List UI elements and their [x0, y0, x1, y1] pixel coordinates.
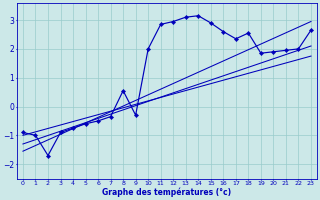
X-axis label: Graphe des températures (°c): Graphe des températures (°c): [102, 188, 231, 197]
